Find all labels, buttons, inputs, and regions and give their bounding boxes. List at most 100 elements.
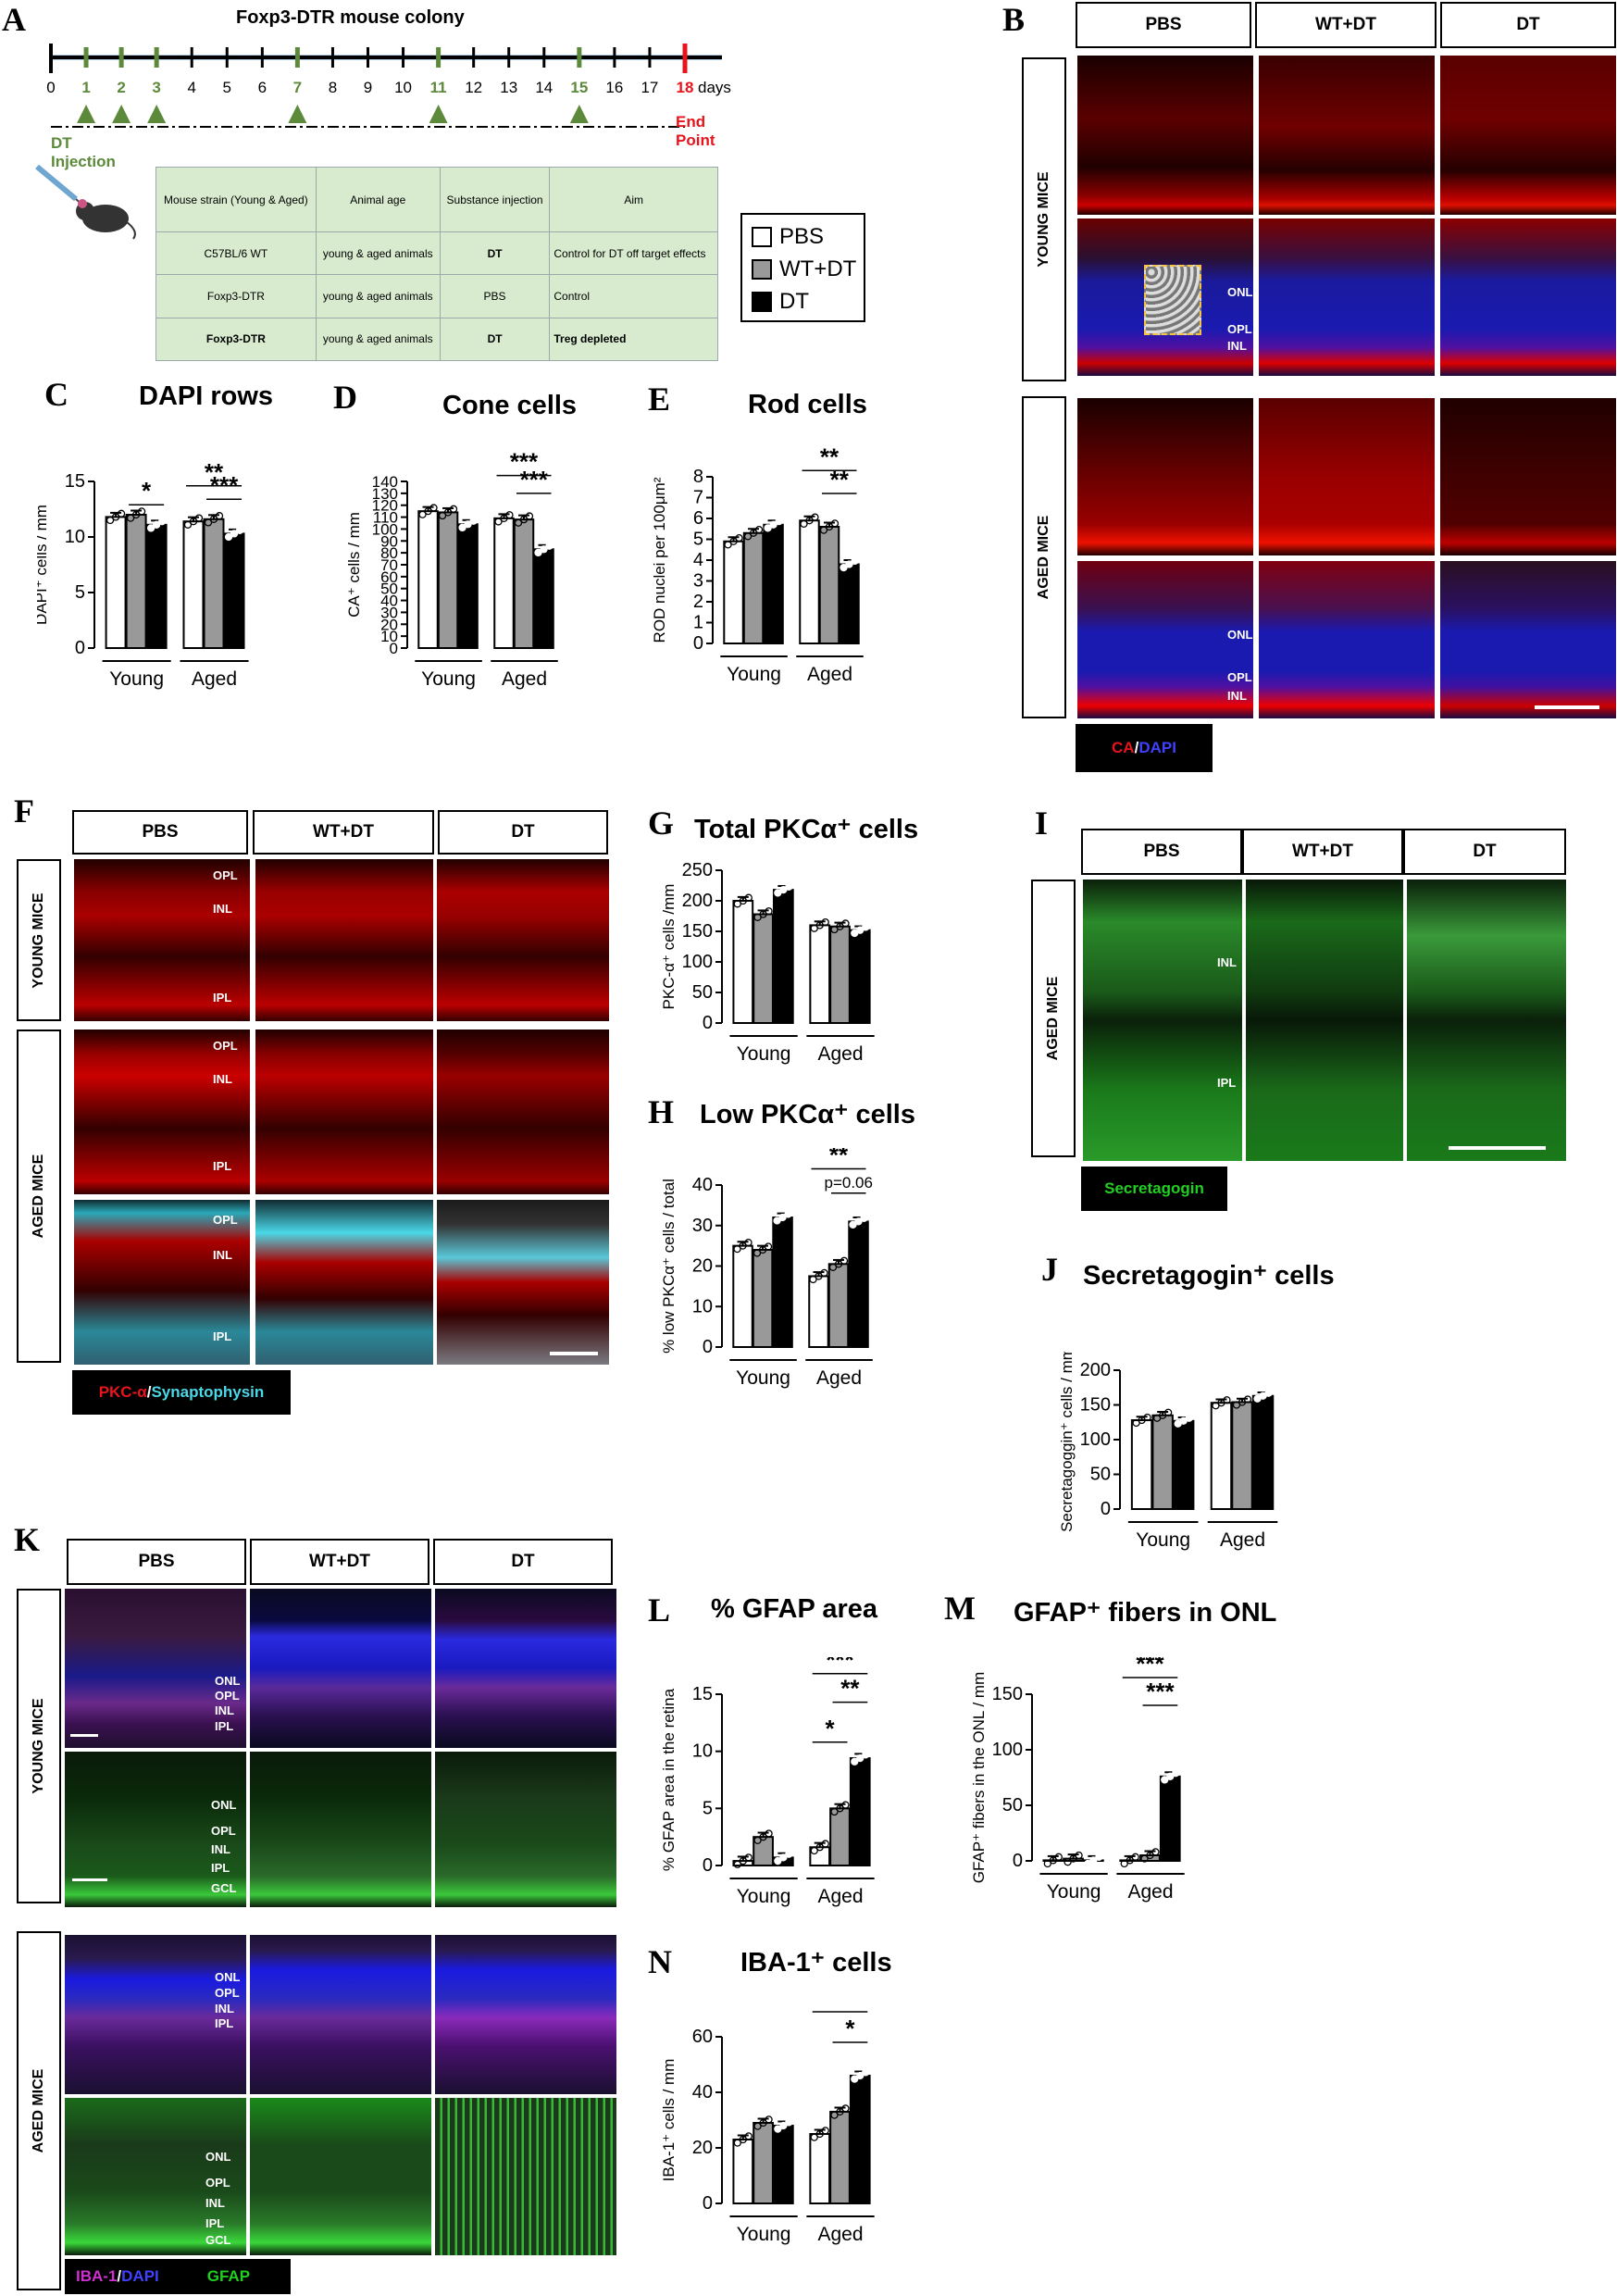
data-point <box>851 556 859 566</box>
y-tick-label: 10 <box>65 527 85 547</box>
bar-c-aged-2 <box>223 532 245 649</box>
bar-n-young-2 <box>772 2125 794 2204</box>
data-point <box>514 518 523 527</box>
y-tick-label: 250 <box>682 861 713 880</box>
y-tick-label: 50 <box>1002 1795 1023 1816</box>
y-tick-label: 100 <box>372 520 398 538</box>
bar-d-young-2 <box>457 523 479 649</box>
data-point <box>744 893 753 902</box>
row-label-young: YOUNG MICE <box>1022 57 1066 381</box>
micrograph-b-young-pbs-ca <box>1077 56 1253 215</box>
bar-d-young-1 <box>437 511 459 649</box>
data-point <box>836 1804 844 1813</box>
micrograph-k-young-pbs-iba: ONL OPL INL IPL <box>65 1589 246 1748</box>
y-axis-label: Secretagoggin⁺ cells / mm <box>1058 1352 1076 1532</box>
significance-label: *** <box>1136 1657 1164 1678</box>
y-axis-label: GFAP⁺ fibers in the ONL / mm <box>970 1672 988 1883</box>
stain-legend-b: CA / DAPI <box>1076 724 1213 772</box>
data-point <box>821 917 829 927</box>
column-header: DT <box>1403 829 1566 875</box>
layer-label: OPL <box>205 2176 230 2190</box>
bar-d-young-0 <box>417 510 439 650</box>
table-cell: Foxp3-DTR <box>155 317 317 362</box>
bar-m-aged-2 <box>1159 1775 1181 1862</box>
data-point <box>779 1853 788 1862</box>
row-label-aged: AGED MICE <box>1031 880 1076 1157</box>
layer-label: INL <box>215 2002 234 2015</box>
bar-h-aged-0 <box>808 1275 829 1348</box>
data-point <box>152 520 161 529</box>
data-point <box>1172 1769 1180 1778</box>
data-point <box>744 1853 753 1862</box>
data-point <box>500 514 508 523</box>
group-label: Young <box>736 1367 790 1389</box>
timeline-day-label: 6 <box>258 79 267 96</box>
layer-label: IPL <box>205 2216 225 2230</box>
data-point <box>744 2132 753 2140</box>
table-header: Aim <box>549 167 718 232</box>
column-header: PBS <box>1081 829 1242 875</box>
scale-bar <box>550 1352 598 1355</box>
y-tick-label: 80 <box>380 544 398 562</box>
data-point <box>525 512 534 520</box>
data-point <box>862 2068 870 2077</box>
data-point <box>759 1833 767 1841</box>
layer-label: IPL <box>211 1861 230 1875</box>
bar-h-aged-2 <box>848 1220 869 1348</box>
data-point <box>443 508 453 517</box>
data-point <box>438 511 447 520</box>
panel-letter-c: C <box>44 376 68 413</box>
y-tick-label: 40 <box>380 593 398 610</box>
panel-letter-n: N <box>648 1943 672 1980</box>
data-point <box>854 1217 863 1226</box>
y-tick-label: 150 <box>1080 1395 1111 1416</box>
data-point <box>744 1238 753 1247</box>
y-tick-label: 2 <box>693 592 703 612</box>
injection-label: DT Injection <box>51 134 116 170</box>
micrograph-k-aged-pbs-gfap: ONL OPL INL IPL GCL <box>65 2098 246 2255</box>
bar-g-young-0 <box>732 900 754 1024</box>
y-tick-label: 50 <box>380 580 398 598</box>
y-axis-label: CA⁺ cells / mm <box>345 512 363 618</box>
scale-bar <box>1535 705 1599 709</box>
y-axis-label: IBA-1⁺ cells / mm <box>660 2059 678 2182</box>
data-point <box>810 2133 818 2141</box>
data-point <box>834 1260 843 1268</box>
data-point <box>735 534 743 543</box>
data-point <box>1185 1414 1193 1422</box>
legend-item-dt: DT <box>752 289 809 315</box>
data-point <box>811 513 819 521</box>
y-tick-label: 150 <box>992 1684 1023 1704</box>
y-axis-label: % low PKCα⁺ cells / total <box>660 1179 678 1354</box>
chart-low-pkca: 0 10 20 30 40 % low PKCα⁺ cells / total Young A… <box>660 1148 873 1389</box>
layer-label: IPL <box>1217 1076 1237 1090</box>
group-label: Aged <box>1127 1881 1173 1903</box>
group-label: Young <box>737 1043 791 1065</box>
bar-j-young-1 <box>1151 1414 1174 1510</box>
bar-n-young-0 <box>732 2139 754 2204</box>
data-point <box>739 1856 747 1866</box>
layer-label: INL <box>211 1842 230 1856</box>
timeline-day-label: 14 <box>535 79 553 96</box>
micrograph-i-dt <box>1407 880 1566 1161</box>
y-tick-label: 8 <box>693 467 703 487</box>
timeline-day-label: 15 <box>570 79 588 96</box>
data-point <box>429 504 438 512</box>
legend-label: DT <box>779 289 809 314</box>
scale-bar <box>1449 1146 1546 1150</box>
data-point <box>137 507 146 516</box>
y-axis-label: DAPI⁺ cells / mm <box>37 505 50 625</box>
y-tick-label: 200 <box>682 891 713 911</box>
group-label: Young <box>1047 1881 1101 1903</box>
timeline-title: Foxp3-DTR mouse colony <box>236 7 465 28</box>
data-point <box>785 2118 793 2127</box>
significance-label: ** <box>829 1148 849 1169</box>
data-point <box>778 1213 787 1222</box>
bar-j-aged-0 <box>1210 1402 1233 1510</box>
data-point <box>224 532 233 542</box>
group-label: Young <box>1136 1529 1190 1551</box>
micrograph-b-young-pbs-merge: ONL OPL INL <box>1077 218 1253 376</box>
bar-d-aged-2 <box>533 548 554 649</box>
